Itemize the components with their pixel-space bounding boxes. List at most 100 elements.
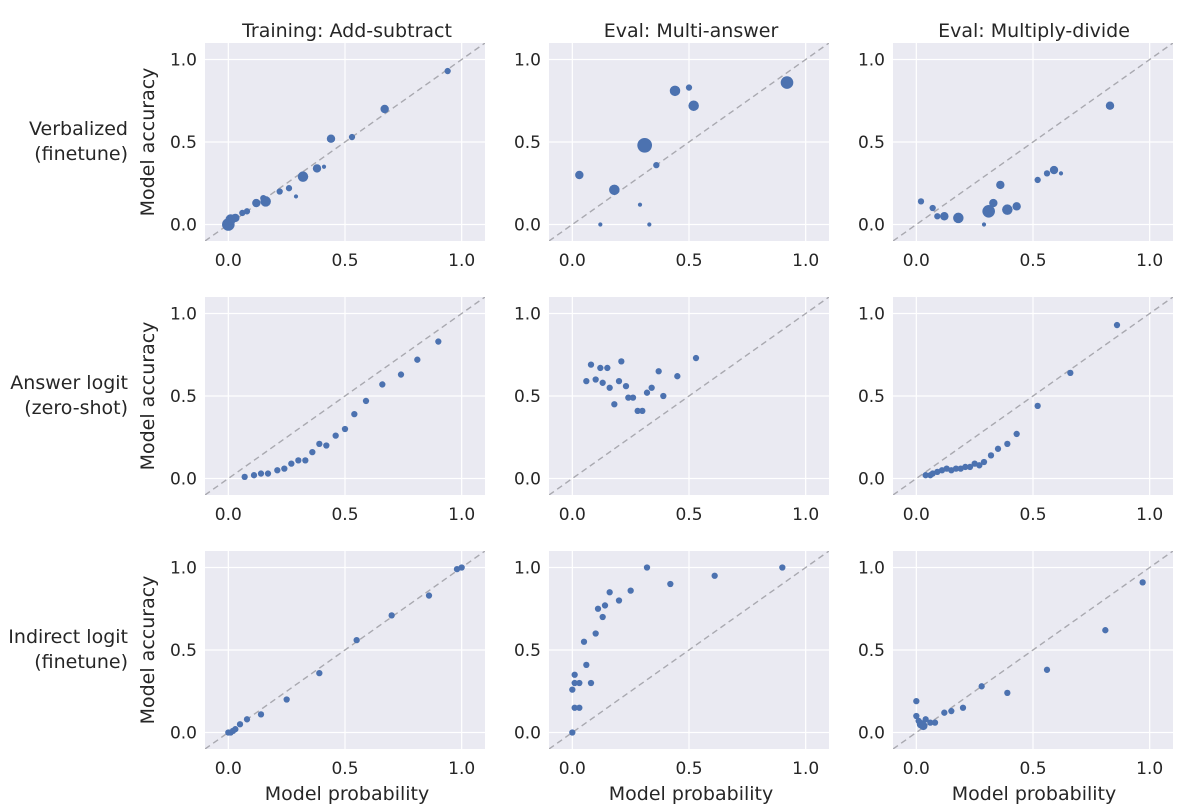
y-tick-label: 0.0 [170, 724, 197, 744]
data-point [295, 457, 302, 464]
x-tick-label: 0.5 [675, 505, 702, 525]
data-point [931, 719, 939, 726]
x-tick-label: 0.0 [215, 251, 242, 271]
data-point [444, 67, 451, 75]
y-tick-label: 0.0 [170, 470, 197, 490]
data-point [989, 198, 998, 208]
data-point [260, 194, 267, 202]
data-point [571, 704, 578, 711]
data-point [592, 376, 599, 383]
data-point [326, 134, 336, 143]
data-point [780, 76, 794, 89]
data-point [312, 164, 322, 173]
data-point [252, 198, 261, 208]
x-tick-label: 1.0 [1136, 505, 1163, 525]
data-point [941, 709, 948, 716]
data-point [643, 564, 651, 571]
panel-r2-c0: 0.0 0.5 1.0 0.0 0.5 1.0 [170, 551, 485, 779]
data-point [622, 382, 630, 390]
y-tick-label: 0.5 [170, 387, 197, 407]
data-point [276, 188, 283, 195]
data-point [576, 704, 583, 711]
data-point [674, 373, 681, 380]
y-tick-label: 0.5 [170, 133, 197, 153]
x-tick-label: 0.0 [559, 251, 586, 271]
y-tick-label: 1.0 [170, 559, 197, 579]
y-tick-label: 0.5 [514, 133, 541, 153]
data-point [927, 719, 934, 726]
data-point [913, 698, 920, 705]
data-point [779, 564, 786, 571]
panel-r0-c2: 0.0 0.5 1.0 0.0 0.5 1.0 [858, 43, 1173, 271]
data-point [243, 716, 251, 723]
y-tick-label: 0.0 [170, 216, 197, 236]
data-point [669, 85, 681, 97]
data-point [980, 458, 988, 466]
data-point [388, 612, 395, 619]
y-tick-label: 1.0 [858, 559, 885, 579]
data-point [575, 170, 584, 180]
data-point [987, 452, 995, 459]
data-point [380, 104, 389, 114]
data-point [625, 394, 632, 401]
column-titles: Training: Add-subtract Eval: Multi-answe… [241, 20, 1130, 42]
x-tick-label: 0.5 [1019, 505, 1046, 525]
x-tick-label: 1.0 [792, 505, 819, 525]
data-point [297, 171, 309, 182]
reference-line [893, 297, 1173, 495]
data-point [281, 465, 288, 472]
data-point [341, 425, 349, 433]
panel-r1-c1: 0.0 0.5 1.0 0.0 0.5 1.0 [514, 297, 829, 525]
data-point [667, 580, 674, 588]
data-point [1043, 170, 1051, 177]
data-point [688, 100, 699, 111]
reference-line [205, 297, 485, 495]
ylabel-row-0: Model accuracy [137, 68, 159, 217]
data-point [599, 379, 606, 386]
data-point [1013, 430, 1020, 438]
x-tick-label: 1.0 [448, 505, 475, 525]
data-point [1049, 165, 1059, 175]
y-tick-label: 0.5 [170, 641, 197, 661]
data-point [293, 194, 299, 199]
y-tick-label: 0.0 [514, 470, 541, 490]
row-label-0-line2: (finetune) [34, 143, 128, 165]
data-point [922, 472, 929, 479]
data-point [627, 587, 634, 594]
data-point [598, 222, 603, 227]
x-tick-label: 0.0 [559, 759, 586, 779]
data-point [966, 463, 974, 471]
x-tick-label: 0.0 [559, 505, 586, 525]
y-tick-label: 1.0 [170, 305, 197, 325]
data-point [976, 462, 983, 469]
data-point [571, 679, 578, 687]
data-point [285, 185, 293, 192]
x-tick-label: 0.5 [675, 251, 702, 271]
data-point [569, 686, 576, 693]
x-tick-label: 0.5 [675, 759, 702, 779]
data-point [952, 465, 960, 472]
y-tick-label: 1.0 [170, 51, 197, 71]
data-point [609, 184, 620, 196]
data-point [379, 381, 386, 388]
data-point [601, 602, 609, 609]
xlabel-col-0: Model probability [265, 783, 429, 805]
data-point [637, 202, 643, 207]
data-point [250, 472, 258, 479]
x-tick-label: 0.5 [331, 505, 358, 525]
x-tick-label: 0.0 [215, 505, 242, 525]
data-point [1043, 666, 1051, 673]
reference-line [205, 43, 485, 241]
data-point [257, 470, 265, 477]
data-point [323, 442, 330, 449]
y-tick-label: 0.0 [858, 216, 885, 236]
data-point [1002, 204, 1013, 215]
y-tick-label: 0.5 [858, 387, 885, 407]
data-point [981, 222, 987, 227]
data-point [615, 597, 623, 604]
data-point [629, 394, 637, 401]
data-point [604, 364, 611, 372]
reference-line [549, 551, 829, 749]
reference-line [549, 43, 829, 241]
